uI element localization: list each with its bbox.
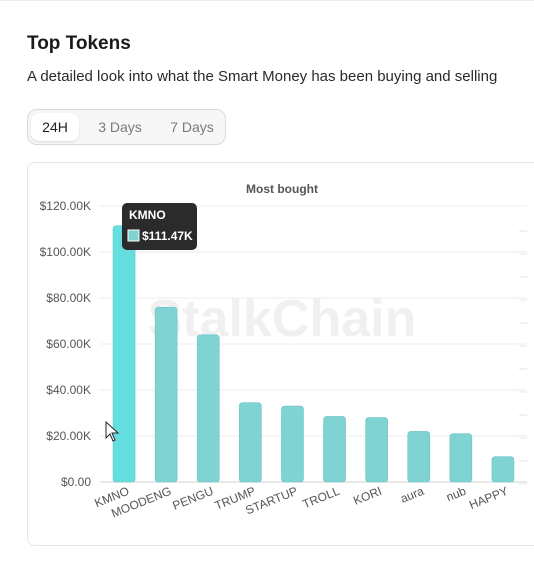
y-tick-label: $100.00K	[40, 245, 91, 259]
tooltip-value: $111.47K	[142, 229, 193, 243]
x-tick-label: KORI	[351, 484, 383, 508]
mouse-cursor-icon	[105, 420, 120, 442]
y-tick-label: $120.00K	[40, 199, 91, 213]
bar-startup[interactable]	[281, 405, 304, 483]
tooltip: KMNO $111.47K	[122, 203, 197, 250]
x-tick-label: HAPPY	[467, 484, 510, 512]
bars	[112, 225, 515, 483]
tooltip-title: KMNO	[129, 208, 166, 222]
y-axis: $0.00 $20.00K $40.00K $60.00K $80.00K $100.00…	[40, 199, 92, 489]
chart-title: Most bought	[246, 182, 318, 196]
x-tick-label: aura	[398, 484, 426, 506]
bar-pengu[interactable]	[196, 334, 220, 483]
timeframe-tabs: 24H 3 Days 7 Days	[27, 109, 226, 145]
bar-nub[interactable]	[449, 433, 473, 483]
y-tick-label: $20.00K	[46, 429, 91, 443]
top-divider	[0, 0, 534, 1]
bar-aura[interactable]	[407, 431, 431, 483]
bar-kori[interactable]	[365, 417, 388, 483]
x-tick-label: TROLL	[301, 484, 342, 512]
tab-3-days[interactable]: 3 Days	[98, 119, 142, 135]
bar-trump[interactable]	[239, 402, 262, 483]
tooltip-swatch	[127, 229, 140, 242]
watermark: StalkChain	[148, 290, 417, 348]
x-tick-label: nub	[444, 484, 468, 505]
bar-troll[interactable]	[323, 416, 346, 483]
y-tick-label: $60.00K	[46, 337, 91, 351]
tab-24h[interactable]: 24H	[31, 113, 79, 141]
y-tick-label: $40.00K	[46, 383, 91, 397]
page-subtitle: A detailed look into what the Smart Mone…	[27, 68, 498, 85]
bar-moodeng[interactable]	[154, 306, 178, 483]
y-tick-label: $0.00	[61, 475, 91, 489]
bar-happy[interactable]	[491, 456, 515, 483]
page-title: Top Tokens	[27, 33, 131, 54]
y-tick-label: $80.00K	[46, 291, 91, 305]
tooltip-box	[122, 203, 197, 250]
x-tick-label: PENGU	[171, 484, 216, 513]
bar-kmno[interactable]	[112, 225, 136, 483]
tab-7-days[interactable]: 7 Days	[170, 119, 214, 135]
